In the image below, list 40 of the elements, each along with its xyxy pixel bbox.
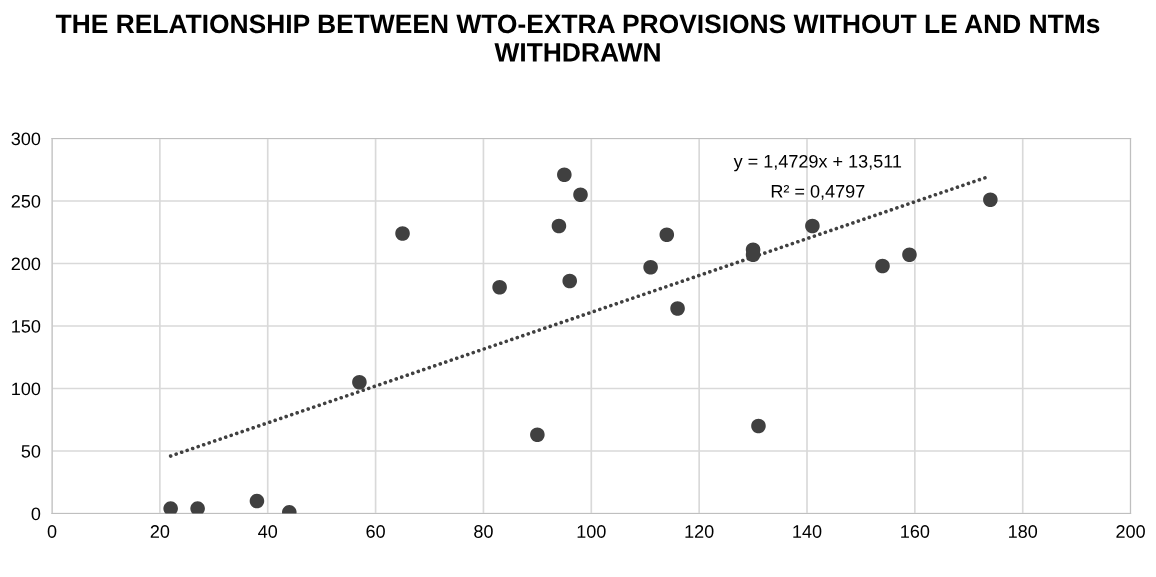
point	[551, 218, 567, 234]
y-tick-label: 50	[21, 444, 41, 458]
point	[352, 374, 367, 390]
point	[751, 418, 766, 434]
point	[557, 167, 572, 183]
point	[249, 493, 265, 509]
point	[659, 227, 675, 243]
x-tick-label: 140	[793, 525, 822, 538]
annotation: R² = 0,4797	[771, 184, 865, 200]
y-tick-label: 200	[11, 257, 41, 271]
x-tick-label: 60	[366, 525, 385, 538]
y-tick-label: 150	[12, 319, 41, 333]
x-tick-label: 20	[150, 525, 170, 538]
x-tick-label: 160	[901, 525, 930, 538]
point	[670, 301, 685, 316]
y-tick-label: 0	[31, 507, 41, 521]
point	[643, 259, 658, 275]
annotation: y = 1,4729x + 13,511	[733, 154, 902, 172]
x-tick-label: 200	[1116, 525, 1145, 538]
y-tick-label: 300	[11, 132, 41, 146]
x-tick-label: 120	[685, 525, 714, 538]
point	[395, 226, 410, 241]
point	[190, 501, 205, 514]
point	[573, 187, 588, 203]
point	[875, 258, 890, 274]
point	[902, 247, 917, 263]
x-tick-label: 100	[577, 525, 606, 538]
point	[983, 192, 998, 208]
chart-title: THE RELATIONSHIP BETWEEN WTO-EXTRA PROVISIONS WITHOUT LE AND NTMs WITHDRAWN	[55, 14, 1100, 62]
point	[163, 501, 178, 514]
point	[530, 427, 545, 443]
x-tick-label: 40	[258, 525, 278, 538]
x-tick-label: 80	[474, 525, 493, 538]
x-tick-label: 180	[1009, 525, 1038, 538]
point	[562, 273, 578, 289]
y-tick-label: 100	[12, 382, 41, 396]
y-tick-label: 250	[11, 194, 41, 208]
x-tick-label: 0	[47, 525, 57, 538]
point	[805, 218, 820, 234]
point	[492, 279, 507, 295]
